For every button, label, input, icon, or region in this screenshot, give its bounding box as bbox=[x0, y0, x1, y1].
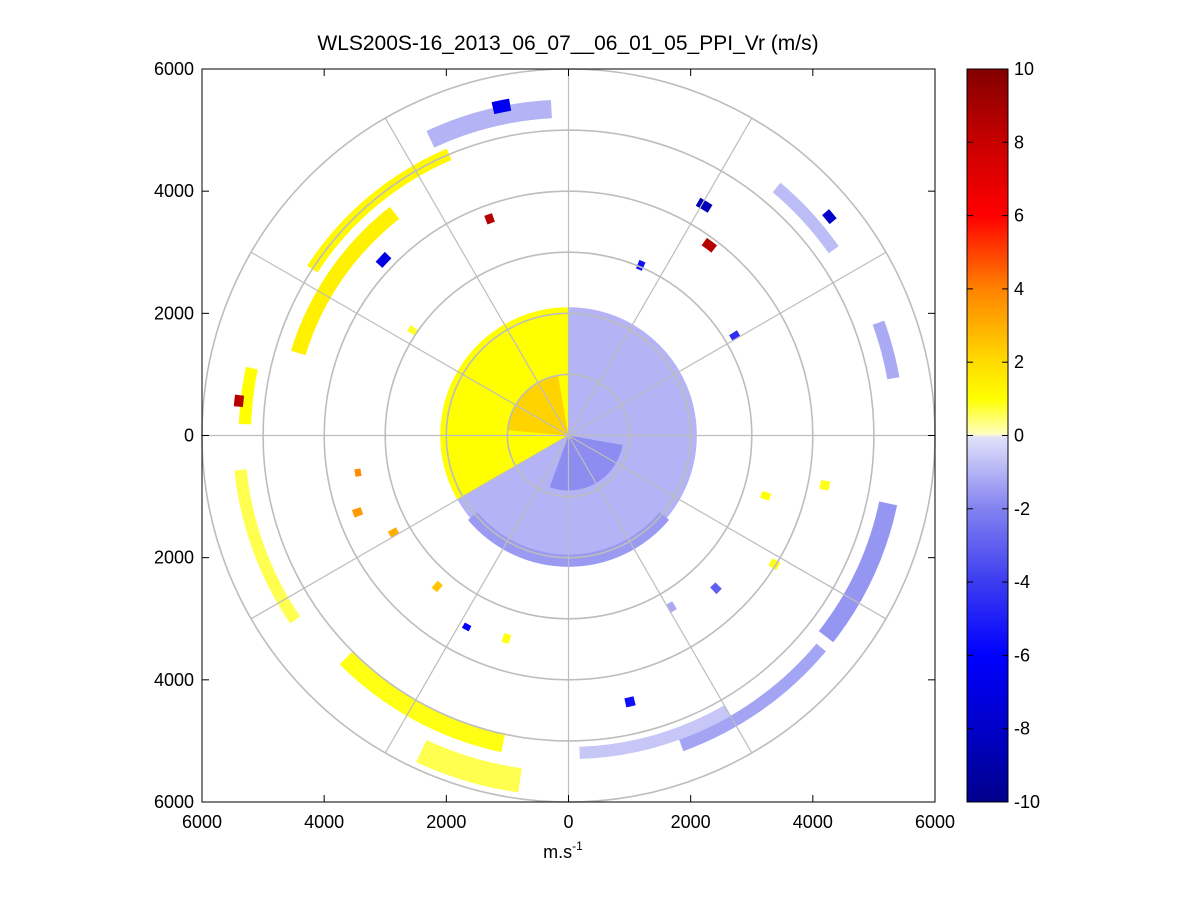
velocity-sector bbox=[461, 622, 472, 632]
azimuth-spoke bbox=[567, 435, 753, 754]
colorbar-tick-label: -6 bbox=[1014, 645, 1030, 665]
velocity-sector bbox=[701, 237, 717, 253]
azimuth-spoke bbox=[250, 251, 569, 437]
y-tick-label: 6000 bbox=[154, 59, 194, 79]
x-axis-label: m.s-1 bbox=[543, 839, 583, 862]
y-tick-label: 6000 bbox=[154, 792, 194, 812]
velocity-sector bbox=[772, 182, 839, 254]
velocity-sector bbox=[710, 582, 722, 595]
velocity-sector bbox=[872, 320, 900, 380]
colorbar-tick-label: 10 bbox=[1014, 59, 1034, 79]
velocity-sector bbox=[624, 696, 636, 708]
colorbar-tick-label: 2 bbox=[1014, 352, 1024, 372]
chart-title: WLS200S-16_2013_06_07__06_01_05_PPI_Vr (… bbox=[317, 32, 818, 55]
velocity-sector bbox=[375, 251, 392, 268]
velocity-sector bbox=[636, 259, 646, 271]
y-tick-label: 4000 bbox=[154, 670, 194, 690]
velocity-sector bbox=[351, 507, 364, 518]
velocity-sector bbox=[233, 394, 245, 407]
velocity-sector bbox=[484, 213, 495, 225]
azimuth-spoke bbox=[568, 434, 887, 620]
colorbar-tick-label: -8 bbox=[1014, 719, 1030, 739]
colorbar-tick-label: 6 bbox=[1014, 206, 1024, 226]
velocity-sector bbox=[467, 512, 670, 567]
velocity-sector bbox=[819, 480, 831, 491]
colorbar-tick-label: 8 bbox=[1014, 132, 1024, 152]
velocity-sector bbox=[679, 643, 826, 752]
x-tick-label: 2000 bbox=[426, 812, 466, 832]
y-tick-label: 2000 bbox=[154, 548, 194, 568]
velocity-sector bbox=[291, 206, 400, 356]
colorbar-ticks: 10 8 6 4 2 0 -2 -4 -6 -8 -10 bbox=[967, 59, 1040, 812]
azimuth-spoke bbox=[568, 251, 887, 437]
colorbar bbox=[966, 68, 1009, 803]
x-tick-label: 6000 bbox=[182, 812, 222, 832]
velocity-sector bbox=[354, 468, 362, 477]
velocity-sector bbox=[431, 580, 443, 593]
velocity-sector bbox=[416, 740, 522, 793]
x-tick-label: 4000 bbox=[793, 812, 833, 832]
azimuth-spoke bbox=[384, 435, 570, 754]
y-tick-label: 4000 bbox=[154, 181, 194, 201]
y-axis-ticks: 6000 4000 2000 0 2000 4000 6000 bbox=[154, 59, 935, 812]
colorbar-tick-label: -4 bbox=[1014, 572, 1030, 592]
velocity-sector bbox=[822, 209, 837, 225]
velocity-sector bbox=[491, 98, 512, 115]
x-axis-ticks: 6000 4000 2000 0 2000 4000 6000 bbox=[182, 69, 955, 832]
colorbar-tick-label: 0 bbox=[1014, 426, 1024, 446]
y-tick-label: 0 bbox=[184, 426, 194, 446]
x-tick-label: 6000 bbox=[915, 812, 955, 832]
velocity-sector bbox=[238, 366, 258, 425]
azimuth-spoke bbox=[250, 434, 569, 620]
y-tick-label: 2000 bbox=[154, 303, 194, 323]
velocity-sector bbox=[426, 100, 552, 148]
azimuth-spokes bbox=[202, 69, 935, 802]
velocity-sector bbox=[666, 601, 677, 613]
x-tick-label: 4000 bbox=[304, 812, 344, 832]
colorbar-tick-label: -10 bbox=[1014, 792, 1040, 812]
velocity-sector bbox=[818, 501, 898, 643]
velocity-sector bbox=[579, 705, 731, 759]
x-tick-label: 0 bbox=[563, 812, 573, 832]
velocity-sector bbox=[387, 527, 400, 538]
azimuth-spoke bbox=[384, 117, 570, 436]
velocity-sector bbox=[760, 491, 772, 501]
velocity-sector bbox=[729, 330, 741, 341]
velocity-sector bbox=[234, 469, 301, 624]
velocity-sector bbox=[695, 197, 713, 213]
colorbar-tick-label: 4 bbox=[1014, 279, 1024, 299]
velocity-sector bbox=[507, 375, 569, 436]
colorbar-tick-label: -2 bbox=[1014, 499, 1030, 519]
velocity-sector bbox=[501, 633, 512, 644]
velocity-sector bbox=[440, 307, 569, 500]
azimuth-spoke bbox=[567, 117, 753, 436]
velocity-sector bbox=[307, 148, 452, 273]
x-tick-label: 2000 bbox=[671, 812, 711, 832]
